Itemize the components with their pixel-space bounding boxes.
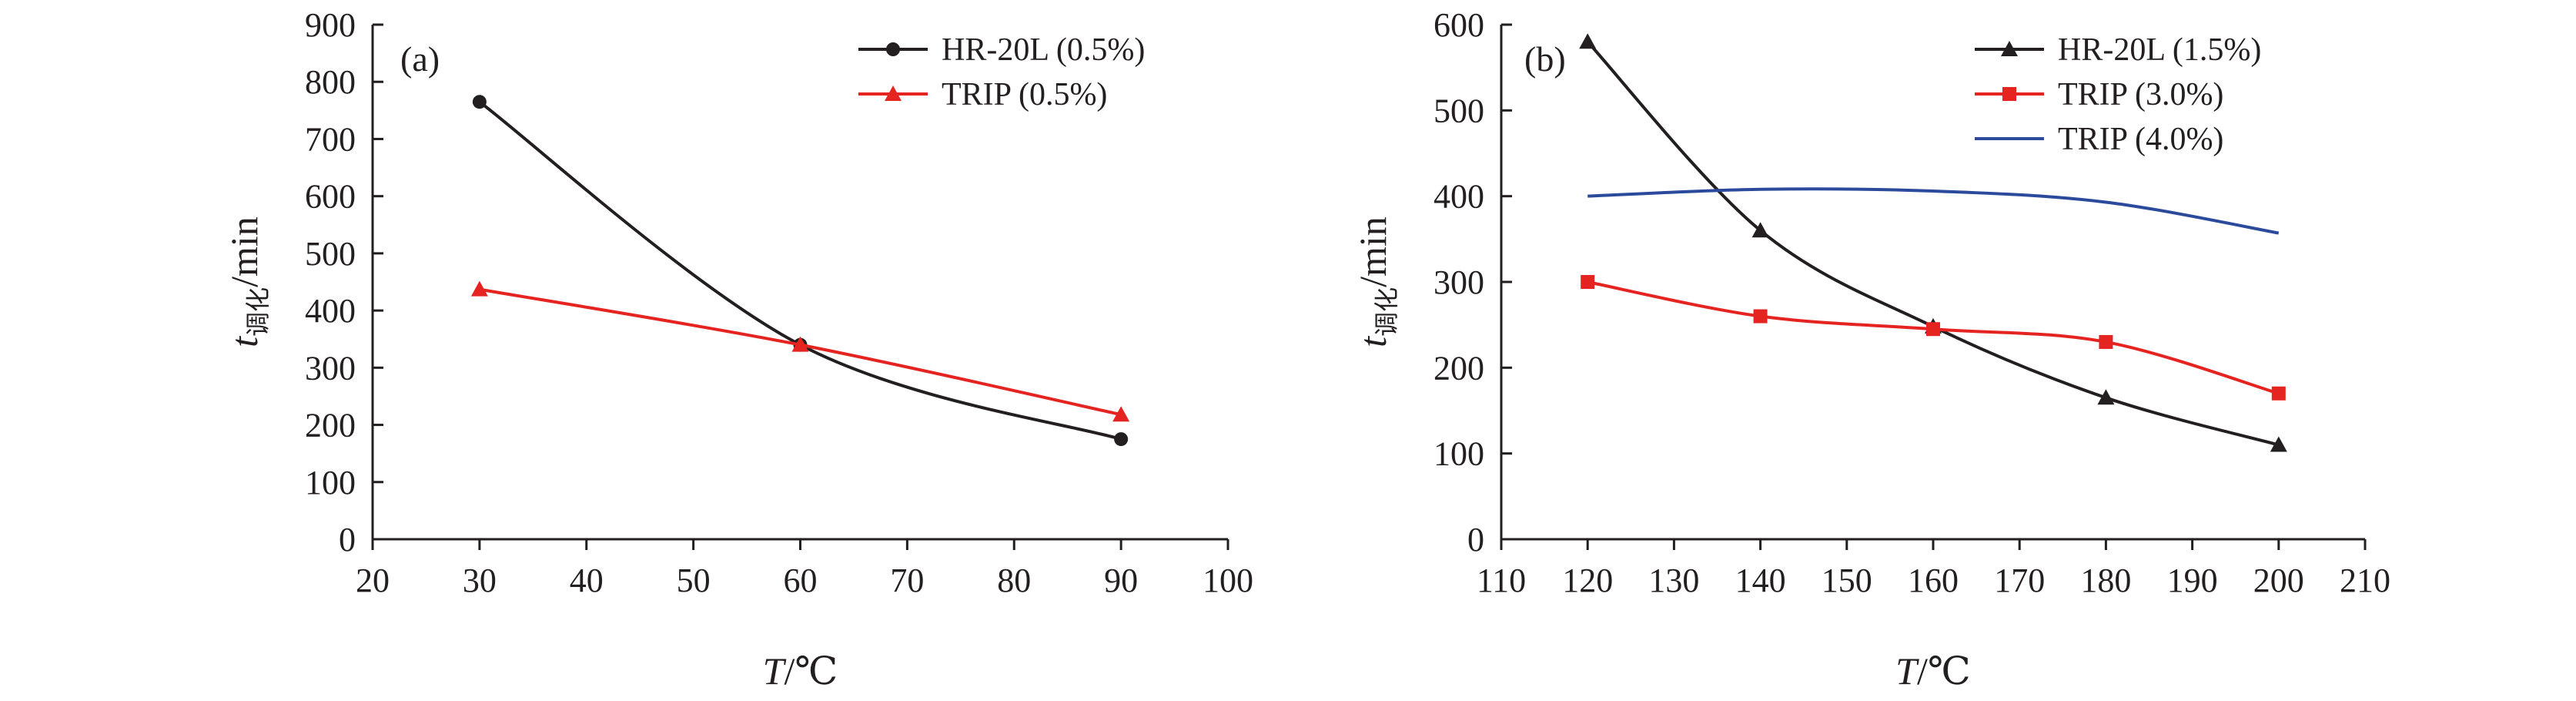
x-tick-label: 160	[1908, 562, 1959, 599]
data-point	[2097, 389, 2115, 405]
y-tick-label: 600	[1434, 6, 1484, 44]
x-tick-label: 140	[1735, 562, 1786, 599]
data-point	[1581, 275, 1595, 289]
y-tick-label: 200	[1434, 349, 1484, 387]
x-tick-label: 190	[2167, 562, 2218, 599]
legend-label: TRIP (3.0%)	[2058, 77, 2223, 112]
y-tick-label: 0	[1467, 521, 1484, 558]
panel-a: 0 100 200 300 400 500 600 700 800 900 20 30 40 50 60 70…	[222, 6, 1253, 693]
panel-tag: (b)	[1524, 39, 1566, 79]
x-tick-label: 20	[356, 562, 390, 599]
x-tick-label: 130	[1648, 562, 1699, 599]
x-axis-label: T/℃	[763, 649, 838, 693]
x-tick-label: 90	[1104, 562, 1138, 599]
data-point	[472, 95, 487, 109]
panel-b: 0 100 200 300 400 500 600 110 120 130 140 150 160 170…	[1351, 6, 2390, 693]
y-axis-label: t调化/min	[1351, 216, 1400, 347]
data-point	[1751, 222, 1769, 238]
x-tick-label: 100	[1203, 562, 1253, 599]
x-tick-label: 40	[570, 562, 604, 599]
legend-label: TRIP (0.5%)	[942, 77, 1107, 112]
y-tick-label: 900	[305, 6, 356, 44]
series-line	[1586, 40, 2280, 447]
series-line	[479, 287, 1122, 417]
legend-label: HR-20L (0.5%)	[942, 32, 1145, 68]
data-point	[1112, 406, 1130, 422]
series-2	[1587, 187, 2280, 235]
y-tick-label: 400	[305, 292, 356, 330]
series-line	[478, 100, 1122, 441]
data-point	[2099, 334, 2113, 349]
data-point	[1114, 432, 1129, 447]
data-point	[2270, 436, 2287, 452]
series-1	[1581, 275, 2286, 401]
series-1	[470, 280, 1130, 422]
series-line	[1587, 187, 2280, 235]
y-tick-label: 700	[305, 120, 356, 158]
legend-marker	[2001, 41, 2018, 56]
x-axis-label: T/℃	[1895, 649, 1971, 693]
legend-label: TRIP (4.0%)	[2058, 122, 2223, 157]
x-tick-label: 80	[997, 562, 1031, 599]
x-tick-label: 30	[463, 562, 497, 599]
x-tick-label: 150	[1822, 562, 1872, 599]
panel-tag: (a)	[400, 39, 440, 79]
y-tick-label: 300	[305, 349, 356, 387]
y-tick-label: 300	[1434, 263, 1484, 301]
x-tick-label: 210	[2340, 562, 2390, 599]
legend-marker	[885, 86, 902, 101]
data-point	[1753, 309, 1768, 324]
y-tick-label: 200	[305, 407, 356, 444]
data-point	[1926, 322, 1940, 337]
data-point	[470, 280, 488, 297]
y-tick-label: 800	[305, 63, 356, 101]
x-tick-label: 60	[784, 562, 818, 599]
x-tick-label: 200	[2253, 562, 2304, 599]
x-tick-label: 50	[677, 562, 711, 599]
y-tick-label: 400	[1434, 178, 1484, 216]
legend-marker	[2002, 87, 2016, 101]
x-tick-label: 170	[1994, 562, 2045, 599]
y-tick-label: 100	[1434, 435, 1484, 473]
series-line	[1587, 280, 2280, 395]
y-tick-label: 500	[1434, 92, 1484, 129]
y-tick-label: 500	[305, 235, 356, 273]
x-tick-label: 70	[890, 562, 924, 599]
y-tick-label: 0	[339, 521, 356, 558]
y-tick-label: 100	[305, 464, 356, 501]
x-tick-label: 110	[1477, 562, 1526, 599]
data-point	[1579, 33, 1597, 49]
data-point	[791, 336, 809, 352]
y-tick-label: 600	[305, 178, 356, 216]
y-axis-label: t调化/min	[222, 216, 272, 347]
x-tick-label: 180	[2080, 562, 2131, 599]
x-tick-label: 120	[1562, 562, 1613, 599]
data-point	[2271, 386, 2286, 401]
legend-marker	[886, 42, 900, 56]
legend-label: HR-20L (1.5%)	[2058, 32, 2261, 68]
